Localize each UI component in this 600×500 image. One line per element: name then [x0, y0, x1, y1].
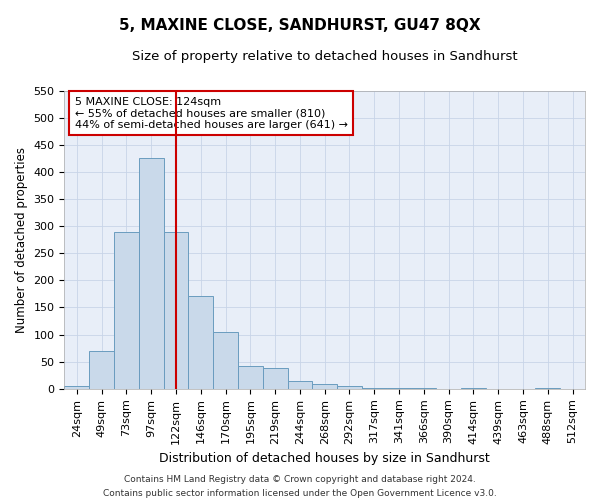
Text: 5, MAXINE CLOSE, SANDHURST, GU47 8QX: 5, MAXINE CLOSE, SANDHURST, GU47 8QX — [119, 18, 481, 32]
Bar — [313, 384, 337, 389]
Bar — [386, 388, 412, 389]
Bar — [164, 232, 188, 389]
Bar — [461, 388, 486, 389]
Bar — [337, 386, 362, 389]
Bar — [114, 232, 139, 389]
Bar — [535, 388, 560, 389]
Text: 5 MAXINE CLOSE: 124sqm
← 55% of detached houses are smaller (810)
44% of semi-de: 5 MAXINE CLOSE: 124sqm ← 55% of detached… — [75, 96, 348, 130]
Text: Contains HM Land Registry data © Crown copyright and database right 2024.
Contai: Contains HM Land Registry data © Crown c… — [103, 476, 497, 498]
Bar — [287, 380, 313, 389]
Bar — [412, 388, 436, 389]
Bar — [238, 366, 263, 389]
Y-axis label: Number of detached properties: Number of detached properties — [15, 146, 28, 332]
Bar — [89, 351, 114, 389]
X-axis label: Distribution of detached houses by size in Sandhurst: Distribution of detached houses by size … — [160, 452, 490, 465]
Bar — [64, 386, 89, 389]
Title: Size of property relative to detached houses in Sandhurst: Size of property relative to detached ho… — [132, 50, 518, 63]
Bar — [188, 296, 213, 389]
Bar — [263, 368, 287, 389]
Bar — [213, 332, 238, 389]
Bar — [362, 388, 386, 389]
Bar — [139, 158, 164, 389]
